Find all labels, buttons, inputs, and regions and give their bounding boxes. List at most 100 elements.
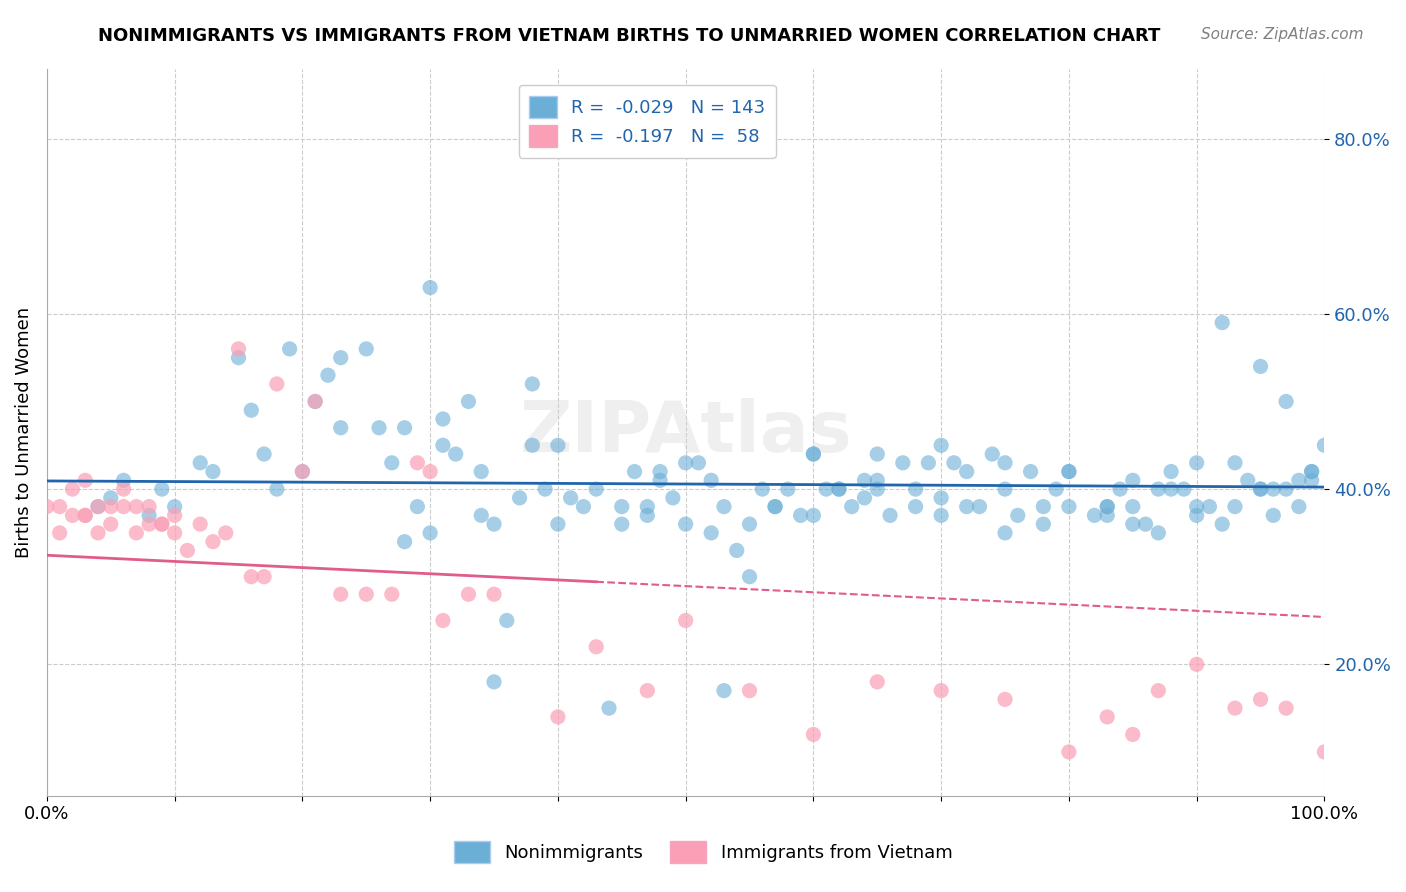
Point (1301, 473, 1323, 487)
Point (789, 508, 811, 523)
Point (942, 456, 965, 470)
Point (112, 500, 135, 514)
Point (394, 534, 416, 549)
Point (610, 500, 633, 514)
Point (1160, 482, 1182, 496)
Point (853, 491, 876, 505)
Point (994, 692, 1017, 706)
Point (201, 534, 224, 549)
Point (1185, 500, 1208, 514)
Point (1250, 482, 1272, 496)
Point (610, 517, 633, 532)
Point (1083, 508, 1105, 523)
Point (495, 614, 517, 628)
Point (891, 456, 914, 470)
Point (253, 570, 276, 584)
Point (1122, 500, 1144, 514)
Point (725, 543, 748, 558)
Point (981, 447, 1004, 461)
Point (713, 500, 735, 514)
Point (150, 517, 173, 532)
Point (228, 342, 250, 356)
Point (1135, 517, 1157, 532)
Point (917, 456, 939, 470)
Point (1185, 508, 1208, 523)
Point (291, 465, 314, 479)
Point (560, 491, 582, 505)
Point (904, 500, 927, 514)
Point (100, 491, 122, 505)
Point (700, 473, 723, 487)
Point (266, 482, 288, 496)
Point (1097, 710, 1119, 724)
Point (316, 368, 339, 383)
Point (675, 614, 697, 628)
Point (253, 447, 276, 461)
Point (381, 456, 404, 470)
Point (329, 421, 352, 435)
Point (1019, 465, 1042, 479)
Point (853, 473, 876, 487)
Point (1250, 692, 1272, 706)
Point (48, 525, 70, 540)
Point (394, 421, 416, 435)
Point (776, 482, 799, 496)
Point (432, 412, 454, 426)
Point (1160, 465, 1182, 479)
Point (112, 473, 135, 487)
Point (828, 482, 851, 496)
Point (803, 447, 825, 461)
Point (163, 525, 186, 540)
Point (1122, 517, 1144, 532)
Point (163, 500, 186, 514)
Point (419, 280, 441, 294)
Point (1185, 456, 1208, 470)
Point (534, 482, 557, 496)
Point (1275, 482, 1298, 496)
Point (675, 456, 697, 470)
Point (572, 500, 595, 514)
Point (75, 508, 97, 523)
Point (329, 587, 352, 601)
Point (1097, 500, 1119, 514)
Point (738, 683, 761, 698)
Point (432, 614, 454, 628)
Text: Source: ZipAtlas.com: Source: ZipAtlas.com (1201, 27, 1364, 42)
Point (62, 482, 84, 496)
Point (636, 508, 658, 523)
Point (87, 525, 110, 540)
Point (688, 456, 710, 470)
Point (1223, 701, 1246, 715)
Point (457, 394, 479, 409)
Point (648, 473, 671, 487)
Point (994, 482, 1017, 496)
Point (763, 500, 786, 514)
Point (1288, 473, 1310, 487)
Point (215, 525, 238, 540)
Point (547, 438, 569, 452)
Point (1173, 482, 1195, 496)
Point (929, 438, 952, 452)
Point (956, 465, 979, 479)
Point (1211, 316, 1233, 330)
Point (904, 482, 927, 496)
Point (585, 640, 607, 654)
Point (1263, 482, 1285, 496)
Point (713, 683, 735, 698)
Point (866, 674, 889, 689)
Point (188, 456, 211, 470)
Point (866, 447, 889, 461)
Point (150, 482, 173, 496)
Point (138, 500, 160, 514)
Point (929, 683, 952, 698)
Point (444, 447, 467, 461)
Point (87, 500, 110, 514)
Point (738, 517, 761, 532)
Point (62, 508, 84, 523)
Text: ZIPAtlas: ZIPAtlas (519, 398, 852, 467)
Point (201, 465, 224, 479)
Point (125, 525, 148, 540)
Point (1275, 394, 1298, 409)
Point (1057, 745, 1080, 759)
Point (994, 456, 1017, 470)
